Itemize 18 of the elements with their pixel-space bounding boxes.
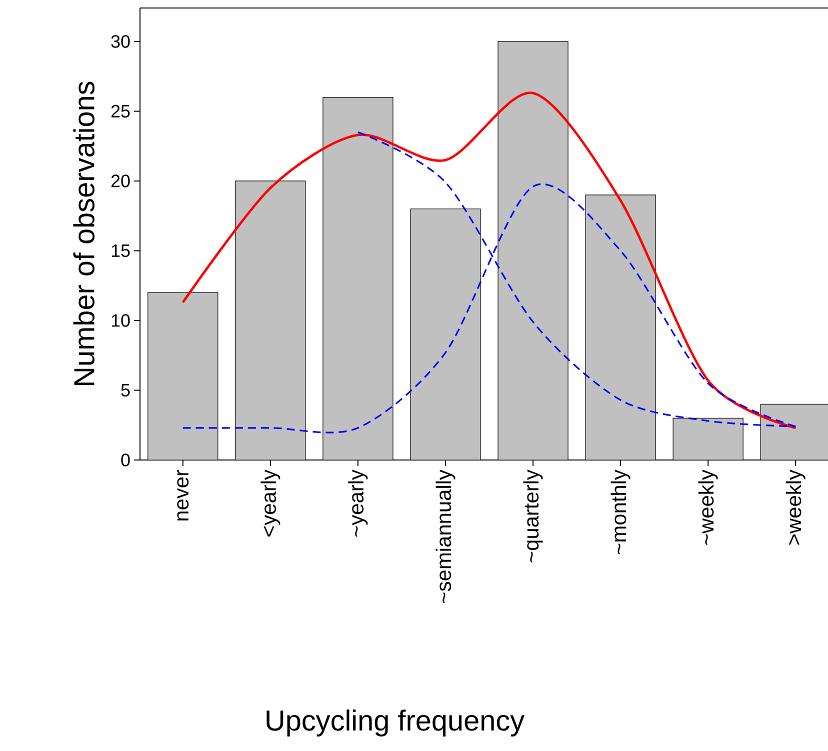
y-tick-label: 30 bbox=[111, 35, 130, 48]
x-tick-label: ~yearly bbox=[348, 470, 368, 537]
y-tick-label: 15 bbox=[112, 244, 130, 257]
x-tick-label: <yearly bbox=[260, 470, 280, 537]
y-tick-label: 20 bbox=[111, 174, 130, 188]
x-tick-label: ~monthly bbox=[610, 470, 630, 554]
y-tick-label: 0 bbox=[121, 454, 130, 466]
x-tick-label: never bbox=[177, 470, 189, 520]
y-axis-title: Number of observations bbox=[73, 82, 94, 385]
x-tick-label: ~weekly bbox=[698, 470, 718, 545]
x-axis-title: Upcycling frequency bbox=[266, 710, 525, 736]
x-tick-label: ~semiannually bbox=[436, 470, 456, 603]
y-tick-label: 10 bbox=[112, 314, 130, 327]
y-tick-label: 25 bbox=[111, 104, 130, 118]
x-tick-label: ~quarterly bbox=[523, 470, 543, 562]
y-tick-label: 5 bbox=[121, 384, 130, 396]
x-tick-label: >weekly bbox=[786, 470, 806, 545]
line-series bbox=[182, 92, 797, 430]
